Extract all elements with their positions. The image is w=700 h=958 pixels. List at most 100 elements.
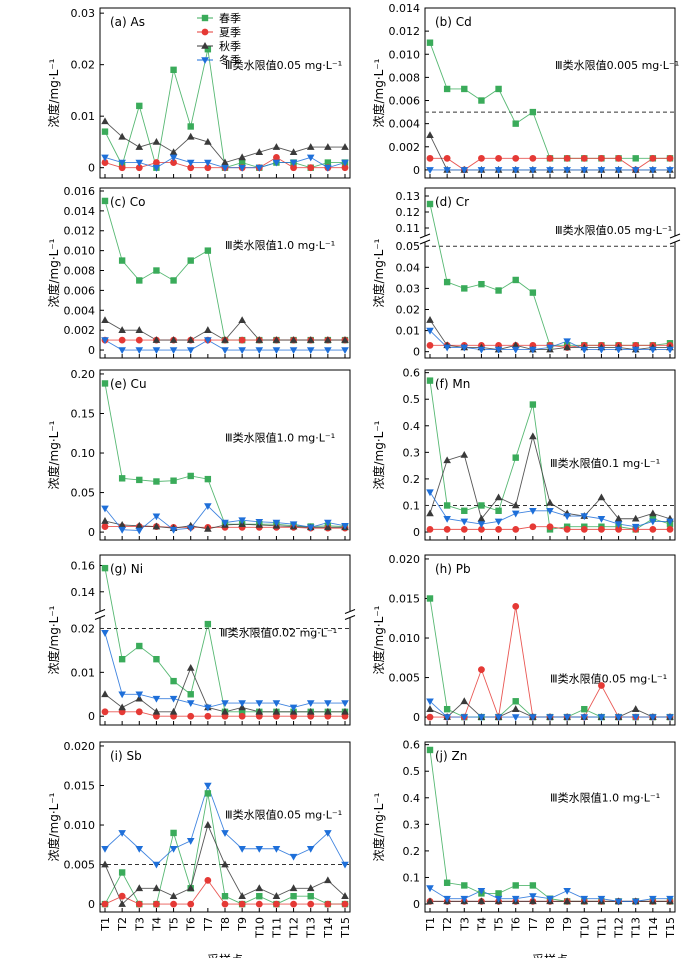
y-tick-label: 0.008 [389,71,421,84]
legend-marker [201,28,209,36]
data-point [563,887,571,895]
axis-break-mark [94,615,106,620]
data-point [135,143,144,150]
axis-break-gap [672,236,678,242]
series-line [429,598,670,718]
data-point [238,164,246,172]
x-tick-label: T6 [185,917,198,932]
y-tick-label: 0.020 [389,553,421,566]
y-tick-label: 0.02 [71,59,96,72]
x-tick-label: T3 [458,917,471,932]
data-point [187,472,194,480]
data-point [341,159,349,167]
data-point [426,525,434,533]
y-tick-label: 0.002 [389,141,421,154]
data-point [511,167,520,174]
y-tick-label: 0 [413,526,420,539]
data-point [204,137,212,145]
data-point [614,167,623,174]
limit-annotation: Ⅲ类水限值0.05 mg·L⁻¹ [555,223,672,237]
panel-title: (g) Ni [110,562,143,576]
y-tick-label: 0.6 [403,367,421,380]
axis-break-gap [97,611,103,618]
data-point [460,344,469,352]
data-point [443,525,451,533]
data-point [460,525,468,533]
y-axis-label: 浓度/mg·L⁻¹ [46,58,61,127]
data-point [477,514,486,522]
data-point [460,167,469,174]
data-point [529,897,537,905]
data-point [461,285,468,292]
y-tick-label: 0.005 [64,859,96,872]
x-tick-label: T8 [219,917,232,932]
data-point [186,336,195,343]
data-point [649,167,657,174]
x-tick-label: T9 [236,917,249,932]
data-point [580,714,589,722]
data-point [118,892,126,900]
data-point [426,885,434,893]
data-point [136,277,143,284]
data-point [494,493,503,501]
data-point [135,691,144,699]
data-point [614,514,623,522]
x-tick-label: T9 [561,917,574,932]
data-point [546,167,554,174]
data-point [204,326,212,333]
data-point [460,518,469,526]
data-point [152,522,161,530]
data-point [135,527,144,535]
x-tick-label: T15 [339,917,352,939]
x-tick-label: T15 [664,917,677,939]
y-tick-label: 0.4 [403,792,421,805]
x-tick-label: T4 [475,917,488,932]
data-point [272,892,281,899]
data-point [101,523,109,530]
data-point [204,524,212,532]
data-point [666,167,674,174]
data-point [546,714,554,722]
y-axis-label: 浓度/mg·L⁻¹ [371,58,386,127]
x-tick-label: T2 [116,917,129,932]
data-point [494,346,503,354]
data-point [512,882,519,889]
data-point [255,347,264,355]
data-point [152,513,161,521]
data-point [563,513,571,521]
data-point [580,513,589,521]
data-point [477,346,486,354]
data-point [118,132,126,140]
data-point [307,892,314,900]
y-tick-label: 0.5 [403,765,421,778]
data-point [272,347,281,355]
data-point [512,525,520,533]
y-tick-label: 0 [413,346,420,359]
y-tick-label: 0 [413,711,420,724]
series-line [104,383,346,528]
data-point [529,893,537,901]
data-point [238,892,246,899]
chart-panel-h: 0 0.005 0.010 0.015 0.020 浓度/mg·L⁻¹ (h) Pb Ⅲ类水限… [371,553,676,726]
data-point [460,895,469,903]
data-point [255,900,263,908]
data-point [477,167,486,174]
data-point [186,159,195,167]
data-point [187,257,194,264]
data-point [256,892,263,900]
data-point [615,525,622,533]
data-point [461,507,468,514]
data-point [324,830,332,837]
data-point [238,900,246,908]
data-point [101,900,109,908]
data-point [169,148,178,156]
limit-annotation: Ⅲ类水限值1.0 mg·L⁻¹ [550,791,660,805]
data-point [221,900,229,908]
y-tick-label: 0 [88,710,95,723]
data-point [221,860,229,868]
data-point [306,347,315,355]
series-line [429,749,670,902]
data-point [204,821,212,828]
